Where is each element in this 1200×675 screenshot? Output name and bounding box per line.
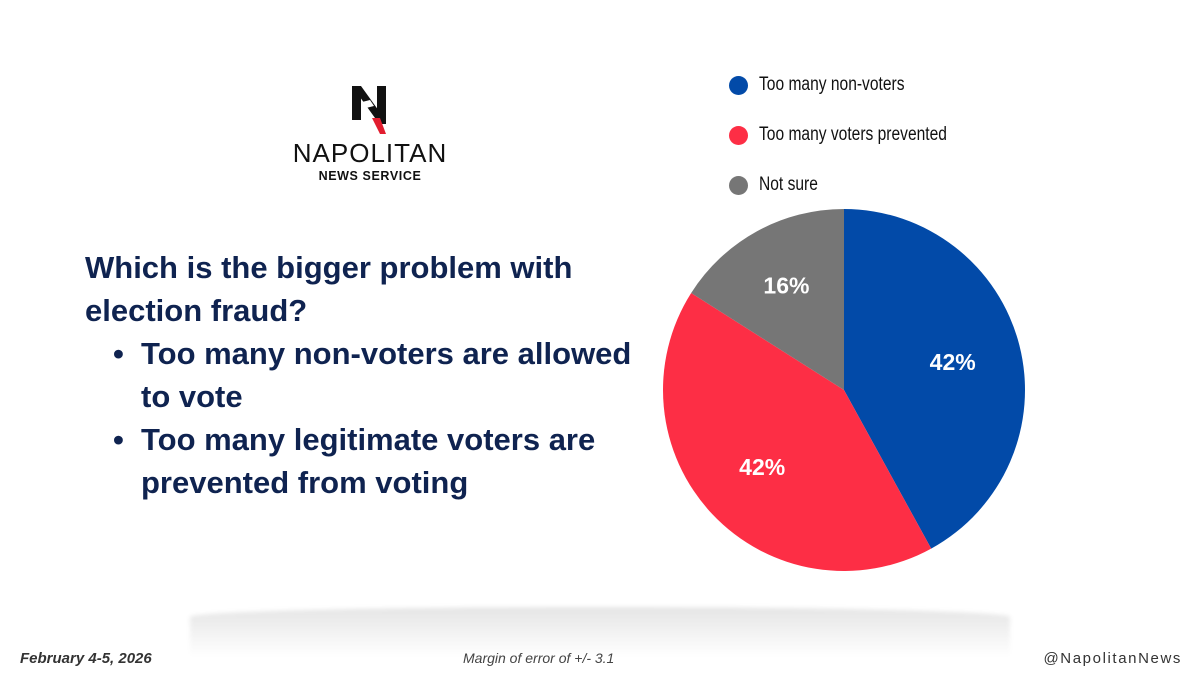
pie-slice-too-many-non-voters <box>844 209 1025 549</box>
chart-legend: Too many non-voters Too many voters prev… <box>729 60 988 210</box>
base-shadow <box>190 607 1010 657</box>
legend-swatch <box>729 125 748 145</box>
brand-name: NAPOLITAN <box>292 138 448 168</box>
question-block: Which is the bigger problem with electio… <box>85 246 645 504</box>
pie-data-label: 42% <box>930 349 976 375</box>
question-option: Too many non-voters are allowed to vote <box>113 332 645 418</box>
pie-data-label: 42% <box>739 454 785 480</box>
question-title: Which is the bigger problem with electio… <box>85 250 573 328</box>
napolitan-n-eagle-icon <box>352 86 386 134</box>
legend-swatch <box>729 175 748 195</box>
question-options: Too many non-voters are allowed to vote … <box>85 332 645 504</box>
legend-label: Not sure <box>759 174 818 195</box>
legend-item: Not sure <box>729 160 988 210</box>
pie-slice-too-many-voters-prevented <box>662 293 932 571</box>
legend-swatch <box>729 75 748 95</box>
legend-label: Too many non-voters <box>759 74 905 95</box>
brand-subtitle: NEWS SERVICE <box>318 169 422 183</box>
pie-data-label: 16% <box>763 272 809 298</box>
brand-logo: NAPOLITAN NEWS SERVICE <box>285 84 455 183</box>
pie-slice-not-sure <box>691 209 844 390</box>
legend-item: Too many non-voters <box>729 60 988 110</box>
legend-item: Too many voters prevented <box>729 110 988 160</box>
social-handle: @NapolitanNews <box>1043 650 1182 667</box>
question-option: Too many legitimate voters are prevented… <box>113 418 645 504</box>
legend-label: Too many voters prevented <box>759 124 947 145</box>
poll-date: February 4-5, 2026 <box>20 650 152 667</box>
margin-of-error: Margin of error of +/- 3.1 <box>463 650 615 666</box>
